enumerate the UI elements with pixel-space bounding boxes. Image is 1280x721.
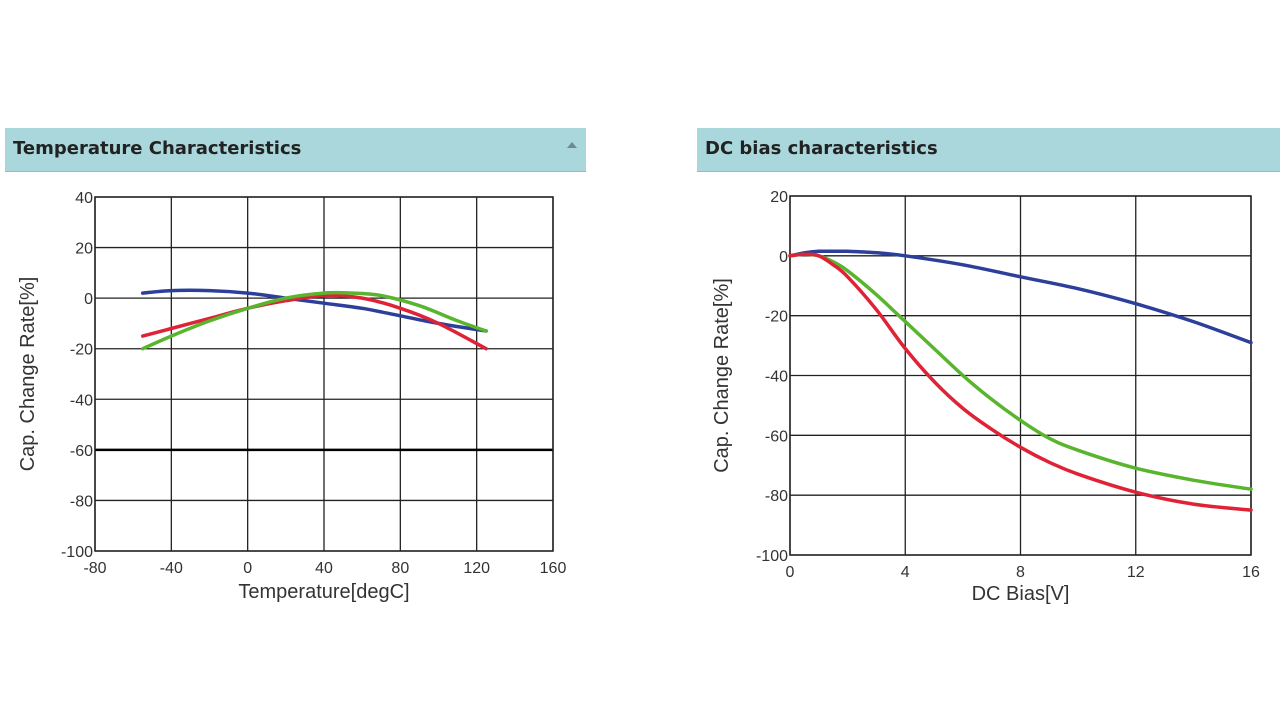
y-tick-label: -60	[70, 443, 93, 460]
y-tick-label: -80	[70, 493, 93, 510]
plot-frame	[789, 195, 1252, 556]
dc-bias-characteristics-panel: DC bias characteristics 20 0 -20 -40 -60 -80 -…	[640, 0, 1280, 721]
x-tick-label: 12	[1127, 564, 1145, 581]
y-axis-label: Cap. Change Rate[%]	[711, 278, 733, 473]
chevron-up-icon[interactable]	[562, 136, 582, 154]
x-tick-label: 4	[901, 564, 910, 581]
x-tick-label: 80	[391, 560, 409, 577]
dc-bias-panel-header[interactable]: DC bias characteristics	[697, 128, 1280, 172]
series-red-line	[140, 293, 488, 351]
dc-bias-panel-title: DC bias characteristics	[705, 138, 938, 159]
y-tick-label: -40	[765, 369, 788, 386]
y-tick-label: -80	[765, 488, 788, 505]
y-tick-label: -40	[70, 392, 93, 409]
x-tick-label: 0	[786, 564, 795, 581]
grid	[94, 196, 554, 552]
x-tick-label: -40	[160, 560, 183, 577]
x-axis-label: DC Bias[V]	[972, 583, 1070, 605]
x-tick-label: 40	[315, 560, 333, 577]
temperature-characteristics-panel: Temperature Characteristics 40 20 0 -20 -40 -…	[5, 128, 586, 603]
series-blue-line	[140, 288, 488, 333]
x-tick-label: 120	[463, 560, 490, 577]
y-axis-label: Cap. Change Rate[%]	[17, 277, 39, 472]
x-tick-label: 16	[1242, 564, 1260, 581]
y-tick-label: -100	[756, 548, 788, 565]
y-tick-label: -20	[765, 309, 788, 326]
x-tick-label: 160	[540, 560, 567, 577]
series-red-line	[788, 252, 1253, 512]
temperature-panel-header[interactable]: Temperature Characteristics	[5, 128, 586, 172]
x-tick-label: 8	[1016, 564, 1025, 581]
plot-frame	[94, 196, 554, 552]
y-tick-label: -100	[61, 544, 93, 561]
y-tick-label: 0	[779, 249, 788, 266]
y-tick-label: -20	[70, 342, 93, 359]
y-tick-label: 0	[84, 291, 93, 308]
series-green-line	[140, 290, 488, 351]
y-tick-label: 20	[770, 189, 788, 206]
temperature-panel-title: Temperature Characteristics	[13, 138, 302, 159]
series-blue-line	[788, 249, 1253, 345]
x-tick-label: -80	[83, 560, 106, 577]
y-tick-label: 40	[75, 190, 93, 207]
y-tick-label: 20	[75, 241, 93, 258]
x-tick-label: 0	[243, 560, 252, 577]
y-tick-label: -60	[765, 428, 788, 445]
x-axis-label: Temperature[degC]	[238, 581, 409, 603]
